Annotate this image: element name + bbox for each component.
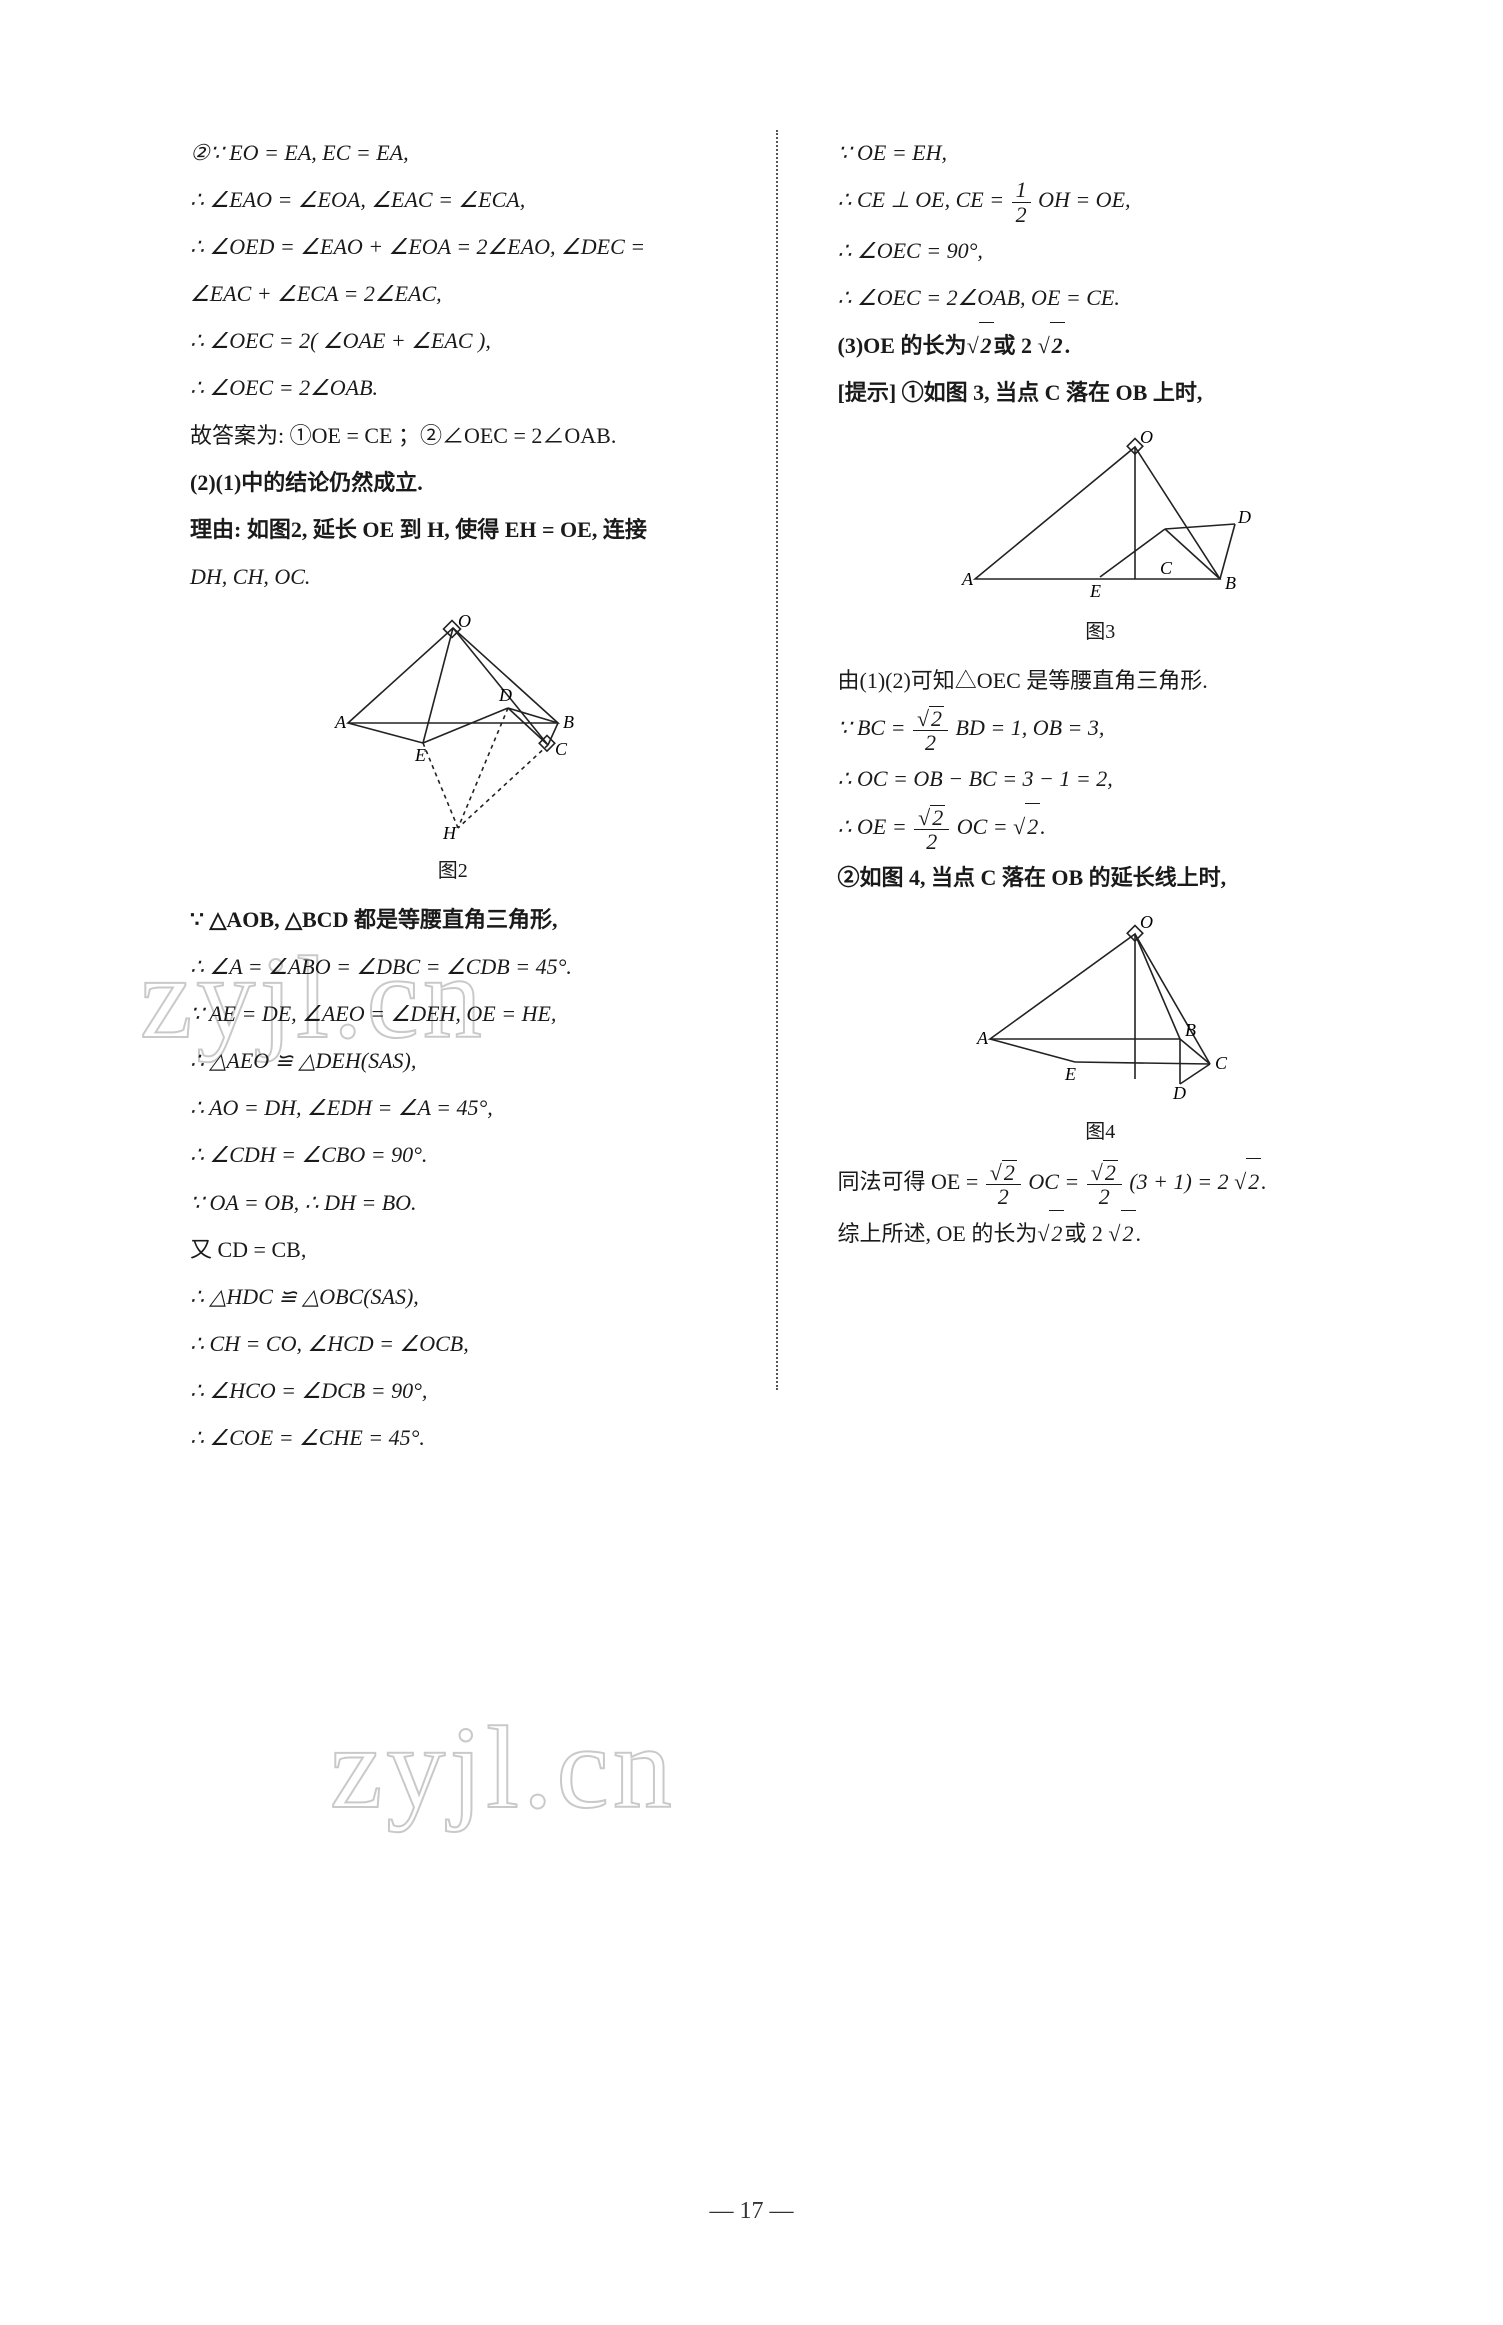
text-line: ∴ OE = √2 2 OC = √2.: [838, 803, 1364, 853]
text-line: ∴ CH = CO, ∠HCD = ∠OCB,: [190, 1321, 716, 1366]
text-line: ∴ ∠HCO = ∠DCB = 90°,: [190, 1368, 716, 1413]
text-line: ∴ ∠OEC = 2∠OAB.: [190, 365, 716, 410]
svg-text:O: O: [1140, 429, 1153, 447]
fraction: 1 2: [1012, 178, 1031, 225]
svg-text:A: A: [334, 712, 347, 732]
figure-4-svg: A B O E C D: [955, 914, 1245, 1104]
text-line: ∴ △AEO ≌ △DEH(SAS),: [190, 1038, 716, 1083]
svg-text:O: O: [458, 613, 471, 631]
text-line: 理由: 如图2, 延长 OE 到 H, 使得 EH = OE, 连接: [190, 507, 716, 552]
svg-text:D: D: [1237, 507, 1251, 527]
page-number: — 17 —: [710, 2198, 794, 2225]
figure-3: A B O E C D 图3: [838, 429, 1364, 644]
text-line: (2)(1)中的结论仍然成立.: [190, 460, 716, 505]
svg-text:C: C: [555, 739, 568, 759]
text-line: [提示] ①如图 3, 当点 C 落在 OB 上时,: [838, 370, 1364, 415]
text-line: ∴ AO = DH, ∠EDH = ∠A = 45°,: [190, 1085, 716, 1130]
svg-text:A: A: [976, 1028, 989, 1048]
svg-text:C: C: [1160, 558, 1173, 578]
figure-4: A B O E C D 图4: [838, 914, 1364, 1144]
svg-text:E: E: [414, 745, 426, 765]
figure-2-caption: 图2: [190, 854, 716, 883]
svg-text:E: E: [1089, 581, 1101, 601]
text-line: ∴ ∠OEC = 90°,: [838, 228, 1364, 273]
svg-text:E: E: [1064, 1064, 1076, 1084]
right-column: ∵ OE = EH, ∴ CE ⊥ OE, CE = 1 2 OH = OE, …: [838, 130, 1364, 1462]
text-line: ∵ BC = √2 2 BD = 1, OB = 3,: [838, 705, 1364, 754]
text-line: 同法可得 OE = √2 2 OC = √2 2 (3 + 1) = 2 √2.: [838, 1158, 1364, 1208]
text-line: ∴ ∠CDH = ∠CBO = 90°.: [190, 1132, 716, 1177]
text-line: ②∵ EO = EA, EC = EA,: [190, 130, 716, 175]
figure-2-svg: A B O E D C H: [303, 613, 603, 843]
svg-text:C: C: [1215, 1053, 1228, 1073]
figure-3-caption: 图3: [838, 615, 1364, 644]
text-line: ∴ ∠A = ∠ABO = ∠DBC = ∠CDB = 45°.: [190, 944, 716, 989]
text-line: 故答案为: ①OE = CE ；②∠OEC = 2∠OAB.: [190, 413, 716, 458]
figure-2: A B O E D C H 图2: [190, 613, 716, 883]
text-line: ∵ AE = DE, ∠AEO = ∠DEH, OE = HE,: [190, 991, 716, 1036]
text-line: ∴ △HDC ≌ △OBC(SAS),: [190, 1274, 716, 1319]
text-line: ∴ ∠OED = ∠EAO + ∠EOA = 2∠EAO, ∠DEC =: [190, 224, 716, 269]
left-column: ②∵ EO = EA, EC = EA, ∴ ∠EAO = ∠EOA, ∠EAC…: [190, 130, 716, 1462]
column-divider: [776, 130, 778, 1390]
svg-text:A: A: [961, 569, 974, 589]
fraction: √2 2: [914, 805, 949, 853]
text-line: 又 CD = CB,: [190, 1227, 716, 1272]
figure-3-svg: A B O E C D: [940, 429, 1260, 604]
svg-text:D: D: [1172, 1083, 1186, 1103]
text-line: ∵ △AOB, △BCD 都是等腰直角三角形,: [190, 897, 716, 942]
text-line: ②如图 4, 当点 C 落在 OB 的延长线上时,: [838, 855, 1364, 900]
svg-text:B: B: [1185, 1020, 1196, 1040]
text-line: ∵ OA = OB, ∴ DH = BO.: [190, 1180, 716, 1225]
text-line: ∴ ∠EAO = ∠EOA, ∠EAC = ∠ECA,: [190, 177, 716, 222]
page-content: ②∵ EO = EA, EC = EA, ∴ ∠EAO = ∠EOA, ∠EAC…: [0, 0, 1503, 1562]
svg-text:B: B: [1225, 573, 1236, 593]
text-line: DH, CH, OC.: [190, 554, 716, 599]
fraction: √2 2: [913, 706, 948, 754]
text-line: ∴ ∠OEC = 2( ∠OAE + ∠EAC ),: [190, 318, 716, 363]
watermark: zyjl.cn: [330, 1700, 676, 1836]
text-line: ∴ CE ⊥ OE, CE = 1 2 OH = OE,: [838, 177, 1364, 226]
text-line: ∴ ∠OEC = 2∠OAB, OE = CE.: [838, 275, 1364, 320]
text-line: ∴ ∠COE = ∠CHE = 45°.: [190, 1415, 716, 1460]
text-line: 综上所述, OE 的长为√2或 2 √2.: [838, 1210, 1364, 1256]
text-line: ∴ OC = OB − BC = 3 − 1 = 2,: [838, 756, 1364, 801]
text-line: ∵ OE = EH,: [838, 130, 1364, 175]
fraction: √2 2: [1087, 1160, 1122, 1208]
svg-text:D: D: [498, 685, 512, 705]
text-line: ∠EAC + ∠ECA = 2∠EAC,: [190, 271, 716, 316]
svg-text:O: O: [1140, 914, 1153, 932]
svg-text:H: H: [442, 823, 457, 843]
svg-text:B: B: [563, 712, 574, 732]
text-line: (3)OE 的长为√2或 2 √2.: [838, 322, 1364, 368]
text-line: 由(1)(2)可知△OEC 是等腰直角三角形.: [838, 658, 1364, 703]
figure-4-caption: 图4: [838, 1115, 1364, 1144]
fraction: √2 2: [986, 1160, 1021, 1208]
